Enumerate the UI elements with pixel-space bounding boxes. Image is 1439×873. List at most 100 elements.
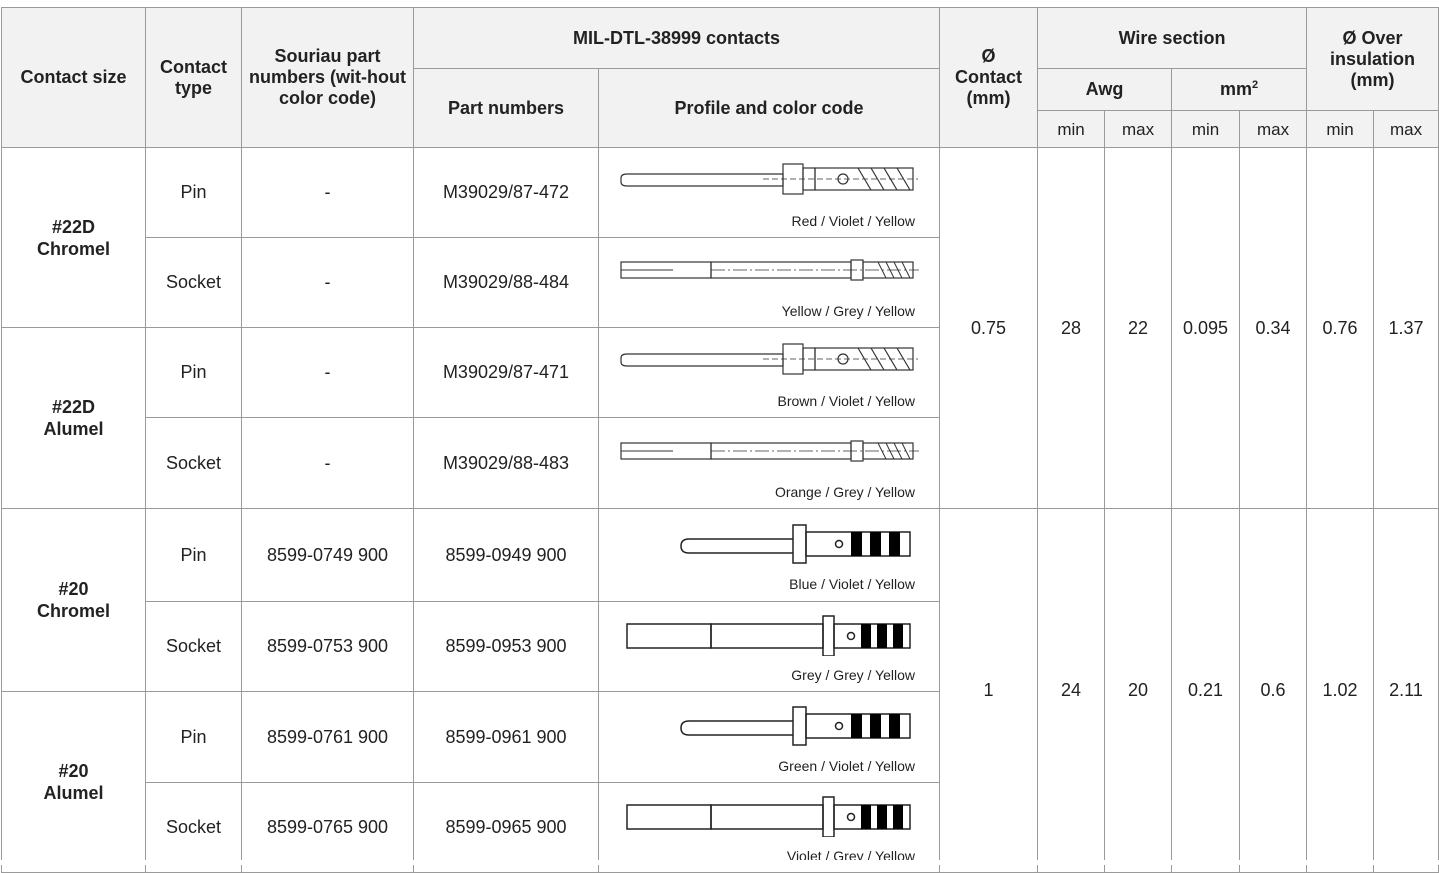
header-diameter-contact: Ø Contact (mm) [939,7,1039,148]
awg-min-cell: 28 [1037,147,1106,509]
contact-type-cell: Socket [145,417,242,509]
pin-20-icon [680,705,911,746]
part-number-cell: 8599-0953 900 [413,601,599,692]
contact-type-cell: Pin [145,508,242,602]
ins-min-cell: 0.76 [1306,147,1375,509]
table-row: #22D Chromel Pin - M39029/87-472 Red / Vi… [1,147,1439,509]
profile-cell: Green / Violet / Yellow [597,691,941,783]
contact-type-cell: Socket [145,237,242,328]
part-number-cell: M39029/88-483 [413,417,599,509]
header-profile: Profile and color code [597,68,941,148]
part-number-cell: 8599-0961 900 [413,691,599,783]
header-ins-min: min [1306,110,1375,148]
profile-cell: Violet / Grey / Yellow [597,782,941,873]
diameter-label: Contact (mm) [955,67,1023,108]
diameter-symbol: Ø [981,46,996,66]
table-row: Socket - M39029/88-484 Yellow / Grey / Y… [2,237,1439,328]
part-number-cell: 8599-0965 900 [413,782,599,873]
header-awg-max: max [1104,110,1173,148]
souriau-cell: 8599-0749 900 [241,508,414,602]
pin-22d-icon [620,343,918,375]
ins-min-cell: 1.02 [1306,508,1375,873]
souriau-cell: 8599-0761 900 [241,691,414,783]
profile-cell: Brown / Violet / Yellow [597,327,941,418]
size-material: Chromel [36,601,110,621]
ins-max-cell: 1.37 [1373,147,1439,509]
color-code: Yellow / Grey / Yellow [781,303,916,319]
contact-type-cell: Pin [145,147,242,238]
awg-max-cell: 22 [1104,147,1173,509]
contact-size-cell: #22D Alumel [1,327,146,509]
souriau-cell: - [241,237,414,328]
pin-22d-icon [620,163,918,195]
table-row: #20 Alumel Pin 8599-0761 900 8599-0961 90… [1,691,1439,873]
mm2-min-cell: 0.095 [1171,147,1241,509]
pin-20-icon [680,523,911,564]
header-mm2-min: min [1171,110,1241,148]
header-souriau: Souriau part numbers (wit-hout color cod… [241,7,414,148]
profile-cell: Red / Violet / Yellow [597,147,941,238]
souriau-cell: 8599-0765 900 [241,782,414,873]
souriau-cell: - [241,327,414,418]
mm-label: mm [1219,79,1252,99]
color-code: Green / Violet / Yellow [778,757,916,774]
size-number: #22D [51,397,96,417]
header-awg-min: min [1037,110,1106,148]
diameter-cell: 0.75 [939,147,1039,509]
size-material: Alumel [43,419,104,439]
contact-size-cell: #20 Chromel [1,508,146,692]
color-code: Brown / Violet / Yellow [777,393,916,409]
part-number-cell: 8599-0949 900 [413,508,599,602]
part-number-cell: M39029/87-471 [413,327,599,418]
part-number-cell: M39029/87-472 [413,147,599,238]
header-mm2-max: max [1239,110,1308,148]
size-number: #22D [51,216,96,237]
souriau-cell: - [241,417,414,509]
header-part-numbers: Part numbers [413,68,599,148]
contact-type-cell: Socket [145,782,242,873]
header-wire-section: Wire section [1037,7,1308,69]
profile-cell: Yellow / Grey / Yellow [597,237,941,328]
header-contact-size: Contact size [1,7,146,148]
profile-cell: Blue / Violet / Yellow [597,508,941,602]
contact-size-cell: #22D Chromel [1,147,146,328]
contact-size-cell: #20 Alumel [1,691,146,873]
contact-spec-table: Contact size Contact type Souriau part n… [1,7,1439,873]
contact-type-cell: Pin [145,691,242,783]
size-number: #20 [58,579,89,599]
souriau-cell: - [241,147,414,238]
table-row: #20 Chromel Pin 8599-0749 900 8599-0949 9… [1,508,1439,873]
socket-20-icon [626,796,911,837]
color-code: Red / Violet / Yellow [791,213,916,229]
header-over-insulation: Ø Over insulation (mm) [1306,7,1439,111]
mm2-max-cell: 0.34 [1239,147,1308,509]
profile-cell: Orange / Grey / Yellow [597,417,941,509]
ins-max-cell: 2.11 [1373,508,1439,873]
bottom-edge [0,860,1439,865]
socket-20-icon [626,615,911,656]
diameter-cell: 1 [939,508,1039,873]
color-code: Orange / Grey / Yellow [774,483,916,500]
table-row: #22D Alumel Pin - M39029/87-471 Brown / V… [1,327,1439,509]
table-row: Socket 8599-0765 900 8599-0965 900 Viole… [2,782,1439,873]
header-ins-max: max [1373,110,1439,148]
contact-type-cell: Pin [145,327,242,418]
contact-type-cell: Socket [145,601,242,692]
header-mm2: mm2 [1171,68,1308,111]
size-number: #20 [58,761,89,781]
awg-min-cell: 24 [1037,508,1106,873]
awg-max-cell: 20 [1104,508,1173,873]
header-mil: MIL-DTL-38999 contacts [412,7,941,69]
souriau-cell: 8599-0753 900 [241,601,414,692]
header-awg: Awg [1037,68,1173,111]
color-code: Grey / Grey / Yellow [791,667,916,683]
color-code: Blue / Violet / Yellow [789,575,916,592]
mm2-max-cell: 0.6 [1239,508,1308,873]
size-material: Alumel [43,783,104,803]
size-material: Chromel [36,238,110,259]
table-row: Socket 8599-0753 900 8599-0953 900 Grey … [2,601,1439,692]
mm-superscript: 2 [1251,79,1259,91]
part-number-cell: M39029/88-484 [413,237,599,328]
table-row: Socket - M39029/88-483 Orange / Grey / Y… [2,417,1439,509]
header-contact-type: Contact type [145,7,242,148]
